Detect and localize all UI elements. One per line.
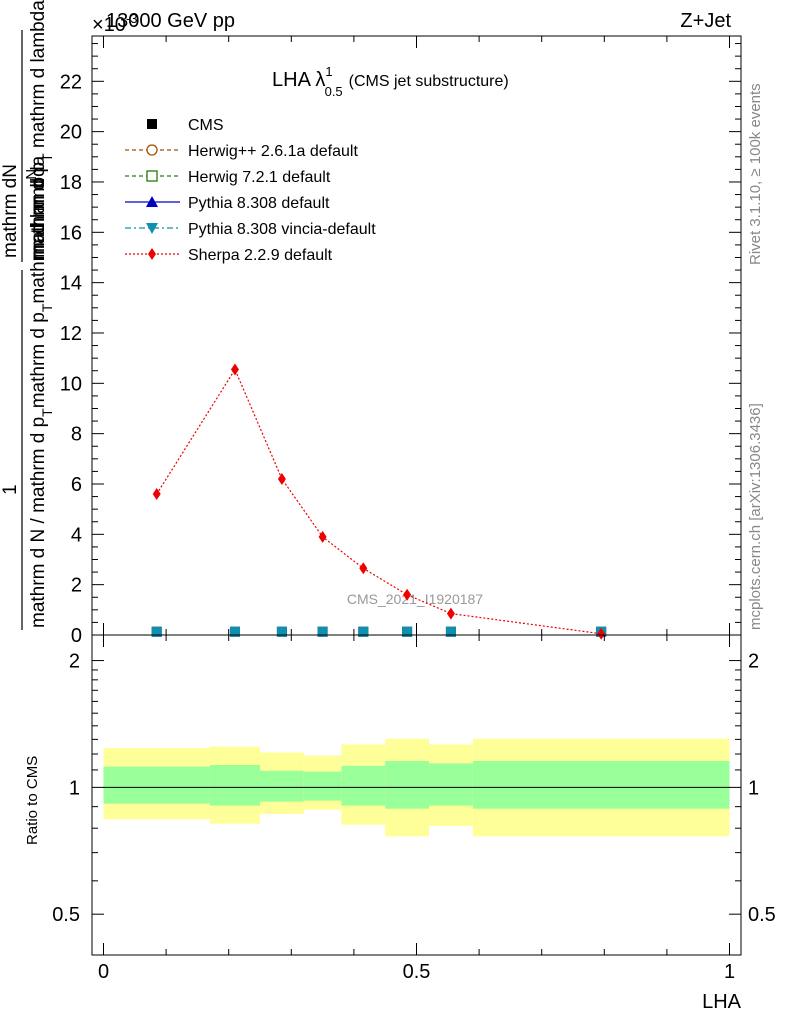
sherpa-point: [446, 607, 455, 620]
plot-title: LHA λ1 0.5 (CMS jet substructure): [272, 64, 509, 99]
ylabel-num-a: mathrm d: [0, 178, 21, 258]
main-x-ticks: [103, 36, 730, 635]
ratio-inner-band: [303, 771, 342, 801]
legend-entry-label: CMS: [188, 117, 224, 134]
plot-title-sup: 1: [325, 64, 332, 79]
sherpa-point: [277, 472, 286, 485]
legend-marker-triangle: [146, 196, 158, 207]
ratio-y-tick-label-left: 1: [69, 777, 80, 799]
main-y-tick-label: 4: [71, 524, 82, 546]
main-y-tick-label: 12: [60, 323, 82, 345]
main-y-tick-label: 20: [60, 122, 82, 144]
header-exponent-base: ×10: [92, 14, 126, 36]
ratio-x-tick-label: 0.5: [403, 961, 431, 983]
main-y-tick-label: 8: [71, 424, 82, 446]
pythia-vincia-point: [151, 626, 162, 637]
pythia-vincia-point: [229, 626, 240, 637]
header-left: 13000 GeV pp: [106, 10, 235, 32]
ylabel-top-num: mathrm dN: [23, 169, 49, 260]
ylabel-frac2: mathrm d N / mathrm d pTmathrm d pTmathr…: [28, 155, 55, 628]
legend-marker-triangle-down: [146, 223, 158, 234]
ylabel-den-b: T: [39, 153, 55, 162]
header-exponent-power: -3: [126, 11, 138, 26]
ylabel-frac2-b: T: [39, 408, 55, 417]
ylabel-frac2-e: mathrm d lambda: [28, 155, 49, 303]
main-y-tick-label: 14: [60, 273, 82, 295]
legend-marker-circle: [146, 144, 158, 156]
legend-entry-label: Pythia 8.308 vincia-default: [188, 221, 376, 238]
plot-title-note: (CMS jet substructure): [349, 73, 509, 90]
sherpa-point: [318, 530, 327, 543]
ylabel-numerator: mathrm dN: [0, 164, 21, 258]
pythia-vincia-point: [445, 626, 456, 637]
main-y-tick-label: 2: [71, 575, 82, 597]
legend: CMS Herwig++ 2.6.1a default Herwig 7.2.1 d…: [125, 117, 376, 264]
sherpa-point: [403, 588, 412, 601]
pythia-vincia-point: [276, 626, 287, 637]
ylabel-den-a: mathrm d p: [28, 162, 49, 258]
rivet-label: Rivet 3.1.10, ≥ 100k events: [747, 83, 764, 265]
sherpa-point: [359, 562, 368, 575]
header-exponent: ×10-3: [92, 11, 138, 36]
ylabel-top-num-a: mathrm d: [28, 180, 49, 260]
ylabel-num-b: N: [0, 164, 21, 178]
main-y-tick-label: 16: [60, 222, 82, 244]
ratio-inner-band: [385, 761, 430, 809]
ylabel-top-num-b: N: [23, 169, 40, 180]
sherpa-point: [597, 627, 606, 640]
ylabel-den-c: mathrm d lambda: [28, 0, 49, 153]
ylabel-frac2-d: T: [39, 303, 55, 312]
ylabel-denominator: mathrm d pT mathrm d lambda: [28, 0, 55, 258]
ratio-panel: 0.5 0.51 12 2 0 0.5 1 Ratio to CMS LHA: [24, 634, 776, 1013]
main-y-label: mathrm dN mathrm dN mathrm d pT mathrm d…: [0, 0, 55, 630]
main-y-tick-label: 22: [60, 71, 82, 93]
pythia-vincia-point: [402, 626, 413, 637]
legend-marker-square: [147, 119, 157, 129]
plot-title-main: LHA λ: [272, 69, 325, 91]
pythia-vincia-point: [317, 626, 328, 637]
ylabel-frac2-a: mathrm d N / mathrm d p: [28, 417, 49, 628]
pythia-vincia-point: [358, 626, 369, 637]
sherpa-point: [230, 363, 239, 376]
legend-entry-label: Herwig 7.2.1 default: [188, 169, 331, 186]
main-y-tick-label-zero: 0: [71, 625, 82, 647]
ratio-y-label: Ratio to CMS: [24, 756, 41, 845]
ratio-y-tick-label-left: 2: [69, 651, 80, 673]
main-y-ticks: 2 4 6 8 10 12 14 16 18 20 22 0: [60, 43, 741, 647]
ratio-x-tick-label: 0: [98, 961, 109, 983]
main-panel: 2 4 6 8 10 12 14 16 18 20 22 0 LHA λ1 0.5 (CMS jet su…: [60, 35, 742, 647]
ratio-inner-band: [429, 763, 473, 806]
ylabel-one: 1: [0, 484, 21, 495]
ratio-y-tick-label-right: 1: [748, 777, 759, 799]
main-series: [151, 363, 607, 640]
sherpa-point: [152, 488, 161, 501]
ratio-y-tick-label-left: 0.5: [52, 904, 80, 926]
ratio-inner-band: [341, 765, 386, 806]
ratio-inner-band: [472, 761, 730, 809]
ratio-x-tick-label: 1: [724, 961, 735, 983]
legend-entry-label: Sherpa 2.2.9 default: [188, 247, 333, 264]
mcplots-label: mcplots.cern.ch [arXiv:1306.3436]: [747, 403, 764, 630]
main-y-tick-label: 10: [60, 373, 82, 395]
ratio-inner-band: [260, 770, 304, 802]
ratio-inner-band: [209, 765, 260, 806]
ratio-inner-band: [103, 766, 210, 804]
x-axis-label: LHA: [702, 991, 742, 1013]
ylabel-frac2-c: mathrm d p: [28, 312, 49, 408]
legend-marker-diamond: [148, 248, 156, 260]
ratio-x-ticks: 0 0.5 1: [98, 635, 735, 983]
legend-marker-square-open: [146, 170, 158, 182]
legend-entry-label: Pythia 8.308 default: [188, 195, 330, 212]
main-y-tick-label: 6: [71, 474, 82, 496]
ratio-y-tick-label-right: 0.5: [748, 904, 776, 926]
ratio-y-tick-label-right: 2: [748, 651, 759, 673]
legend-entry-label: Herwig++ 2.6.1a default: [188, 143, 358, 160]
analysis-watermark: CMS_2021_I1920187: [347, 591, 483, 607]
header-right: Z+Jet: [680, 10, 731, 32]
plot-title-sub: 0.5: [325, 84, 343, 99]
ratio-y-ticks: 0.5 0.5 1 1 2 2: [52, 651, 776, 927]
main-y-tick-label: 18: [60, 172, 82, 194]
